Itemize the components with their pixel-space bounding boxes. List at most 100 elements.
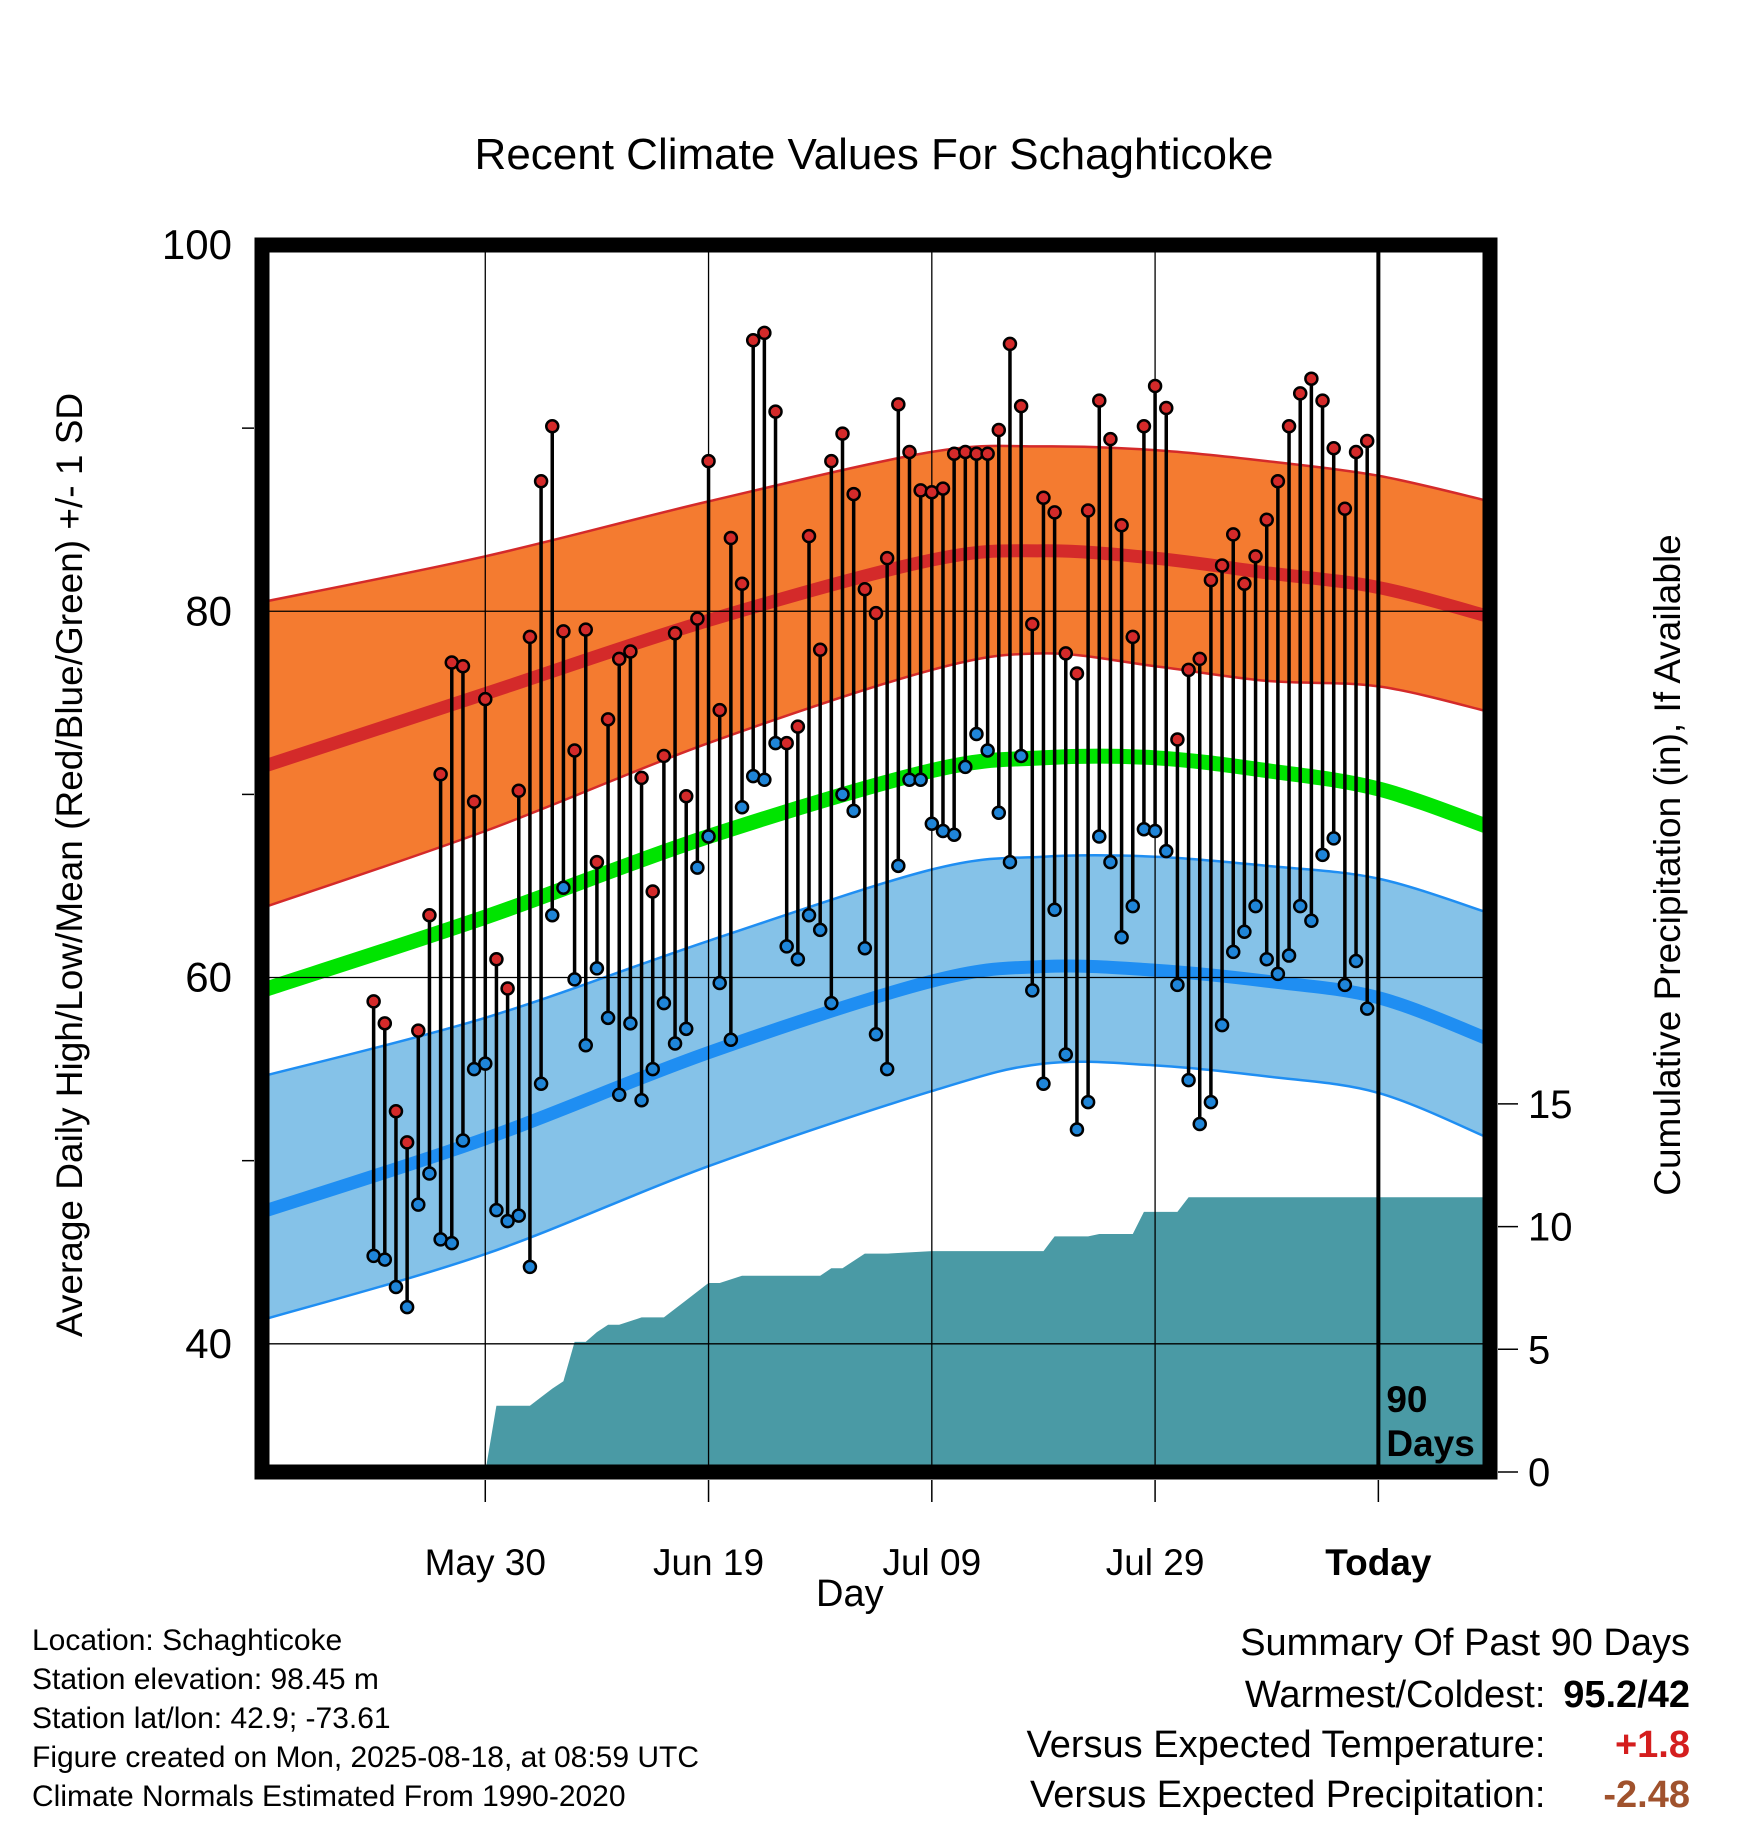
high-temp-point	[824, 453, 839, 469]
low-temp-point	[913, 772, 928, 788]
low-temp-point	[545, 908, 560, 923]
x-tick-label: Jun 19	[653, 1542, 764, 1583]
low-temp-point	[779, 939, 794, 954]
low-temp-point	[958, 759, 973, 775]
high-lower-edge	[262, 652, 1490, 910]
low-temp-point	[411, 1197, 426, 1212]
high-temp-point	[1125, 629, 1141, 645]
high-temp-point	[891, 397, 906, 412]
low-temp-point	[734, 799, 750, 815]
high-temp-point	[433, 767, 448, 782]
y2-axis-label: Cumulative Precipitation (in), If Availa…	[1647, 534, 1688, 1196]
high-temp-point	[1013, 398, 1029, 414]
low-temp-point	[500, 1213, 515, 1229]
high-temp-point	[1304, 371, 1319, 386]
low-temp-point	[1259, 951, 1274, 967]
high-temp-point	[388, 1103, 404, 1119]
high-temp-point	[1248, 549, 1263, 564]
low-temp-point	[1326, 831, 1341, 846]
x-tick-label: Jul 29	[1106, 1542, 1205, 1583]
high-temp-point	[734, 576, 750, 592]
low-temp-point	[835, 787, 850, 802]
low-temp-point	[511, 1208, 527, 1223]
x-axis-label: Day	[816, 1573, 884, 1615]
y2-tick-label: 10	[1528, 1206, 1573, 1250]
high-temp-point	[745, 332, 761, 348]
high-temp-point	[567, 743, 582, 758]
low-temp-point	[790, 951, 806, 967]
low-temp-point	[399, 1299, 415, 1315]
high-temp-point	[1103, 431, 1118, 447]
high-temp-point	[1214, 558, 1230, 573]
low-temp-point	[701, 829, 716, 844]
low-temp-point	[1359, 1001, 1375, 1016]
high-temp-point	[1047, 505, 1062, 520]
high-temp-point	[522, 629, 538, 645]
low-temp-point	[757, 772, 772, 788]
high-temp-point	[466, 794, 482, 809]
low-temp-point	[522, 1259, 538, 1275]
low-temp-point	[1237, 924, 1252, 940]
low-lower-edge	[262, 1060, 1490, 1322]
low-temp-point	[444, 1235, 460, 1251]
y2-tick-label: 5	[1528, 1328, 1550, 1372]
y-tick-label: 80	[185, 587, 232, 634]
high-temp-point	[399, 1135, 415, 1150]
footer-elevation: Station elevation: 98.45 m	[32, 1663, 379, 1696]
high-temp-point	[1159, 400, 1174, 416]
high-temp-point	[812, 642, 828, 657]
high-temp-point	[1359, 433, 1375, 449]
high-temp-point	[1259, 512, 1274, 527]
summary-precip: Versus Expected Precipitation: -2.48	[1030, 1774, 1690, 1817]
high-temp-point	[611, 651, 627, 667]
summary-precip-value: -2.48	[1603, 1774, 1690, 1816]
high-temp-point	[533, 473, 549, 489]
y-tick-label: 40	[185, 1320, 232, 1367]
plot-frame	[254, 237, 1498, 1480]
high-temp-point	[1315, 393, 1330, 408]
high-temp-point	[1069, 666, 1085, 681]
low-temp-point	[1058, 1047, 1074, 1062]
high-temp-point	[1170, 732, 1185, 747]
low-temp-point	[578, 1038, 593, 1053]
summary-temp: Versus Expected Temperature: +1.8	[1027, 1724, 1690, 1767]
low-temp-point	[924, 816, 940, 831]
high-temp-point	[879, 550, 895, 566]
high-temp-point	[868, 605, 884, 621]
high-temp-point	[511, 783, 527, 798]
footer-location: Location: Schaghticoke	[32, 1624, 343, 1657]
low-temp-point	[1214, 1017, 1230, 1033]
low-temp-point	[533, 1076, 549, 1092]
low-temp-point	[1170, 977, 1185, 993]
high-temp-point	[801, 528, 817, 544]
high-temp-point	[1092, 393, 1107, 408]
mean-normal-line	[262, 748, 1490, 998]
low-temp-point	[690, 860, 705, 875]
today-days-label: 90	[1386, 1379, 1427, 1420]
low-temp-point	[589, 961, 605, 976]
summary-warm-cold-label: Warmest/Coldest:	[1244, 1674, 1546, 1716]
low-temp-point	[1013, 748, 1029, 764]
high-temp-point	[656, 748, 672, 764]
high-temp-point	[1237, 576, 1252, 592]
low-temp-point	[377, 1252, 393, 1267]
low-temp-point	[857, 940, 873, 956]
high-temp-point	[1147, 378, 1163, 394]
high-temp-point	[377, 1016, 393, 1031]
high-temp-point	[634, 770, 649, 786]
low-temp-point	[667, 1036, 683, 1051]
low-temp-point	[1103, 854, 1118, 870]
low-temp-point	[991, 805, 1007, 820]
low-temp-point	[868, 1027, 884, 1042]
low-temp-point	[1270, 966, 1286, 982]
low-temp-point	[1292, 898, 1308, 914]
low-temp-point	[1192, 1116, 1207, 1132]
low-temp-point	[1036, 1076, 1051, 1092]
high-temp-point	[1192, 651, 1207, 667]
high-temp-point	[1281, 419, 1297, 434]
low-temp-point	[1147, 823, 1163, 839]
low-temp-point	[1069, 1122, 1085, 1137]
low-temp-point	[946, 827, 962, 842]
low-temp-point	[656, 995, 672, 1011]
